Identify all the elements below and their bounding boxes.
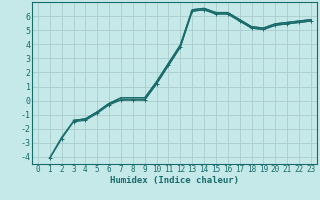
X-axis label: Humidex (Indice chaleur): Humidex (Indice chaleur)	[110, 176, 239, 185]
